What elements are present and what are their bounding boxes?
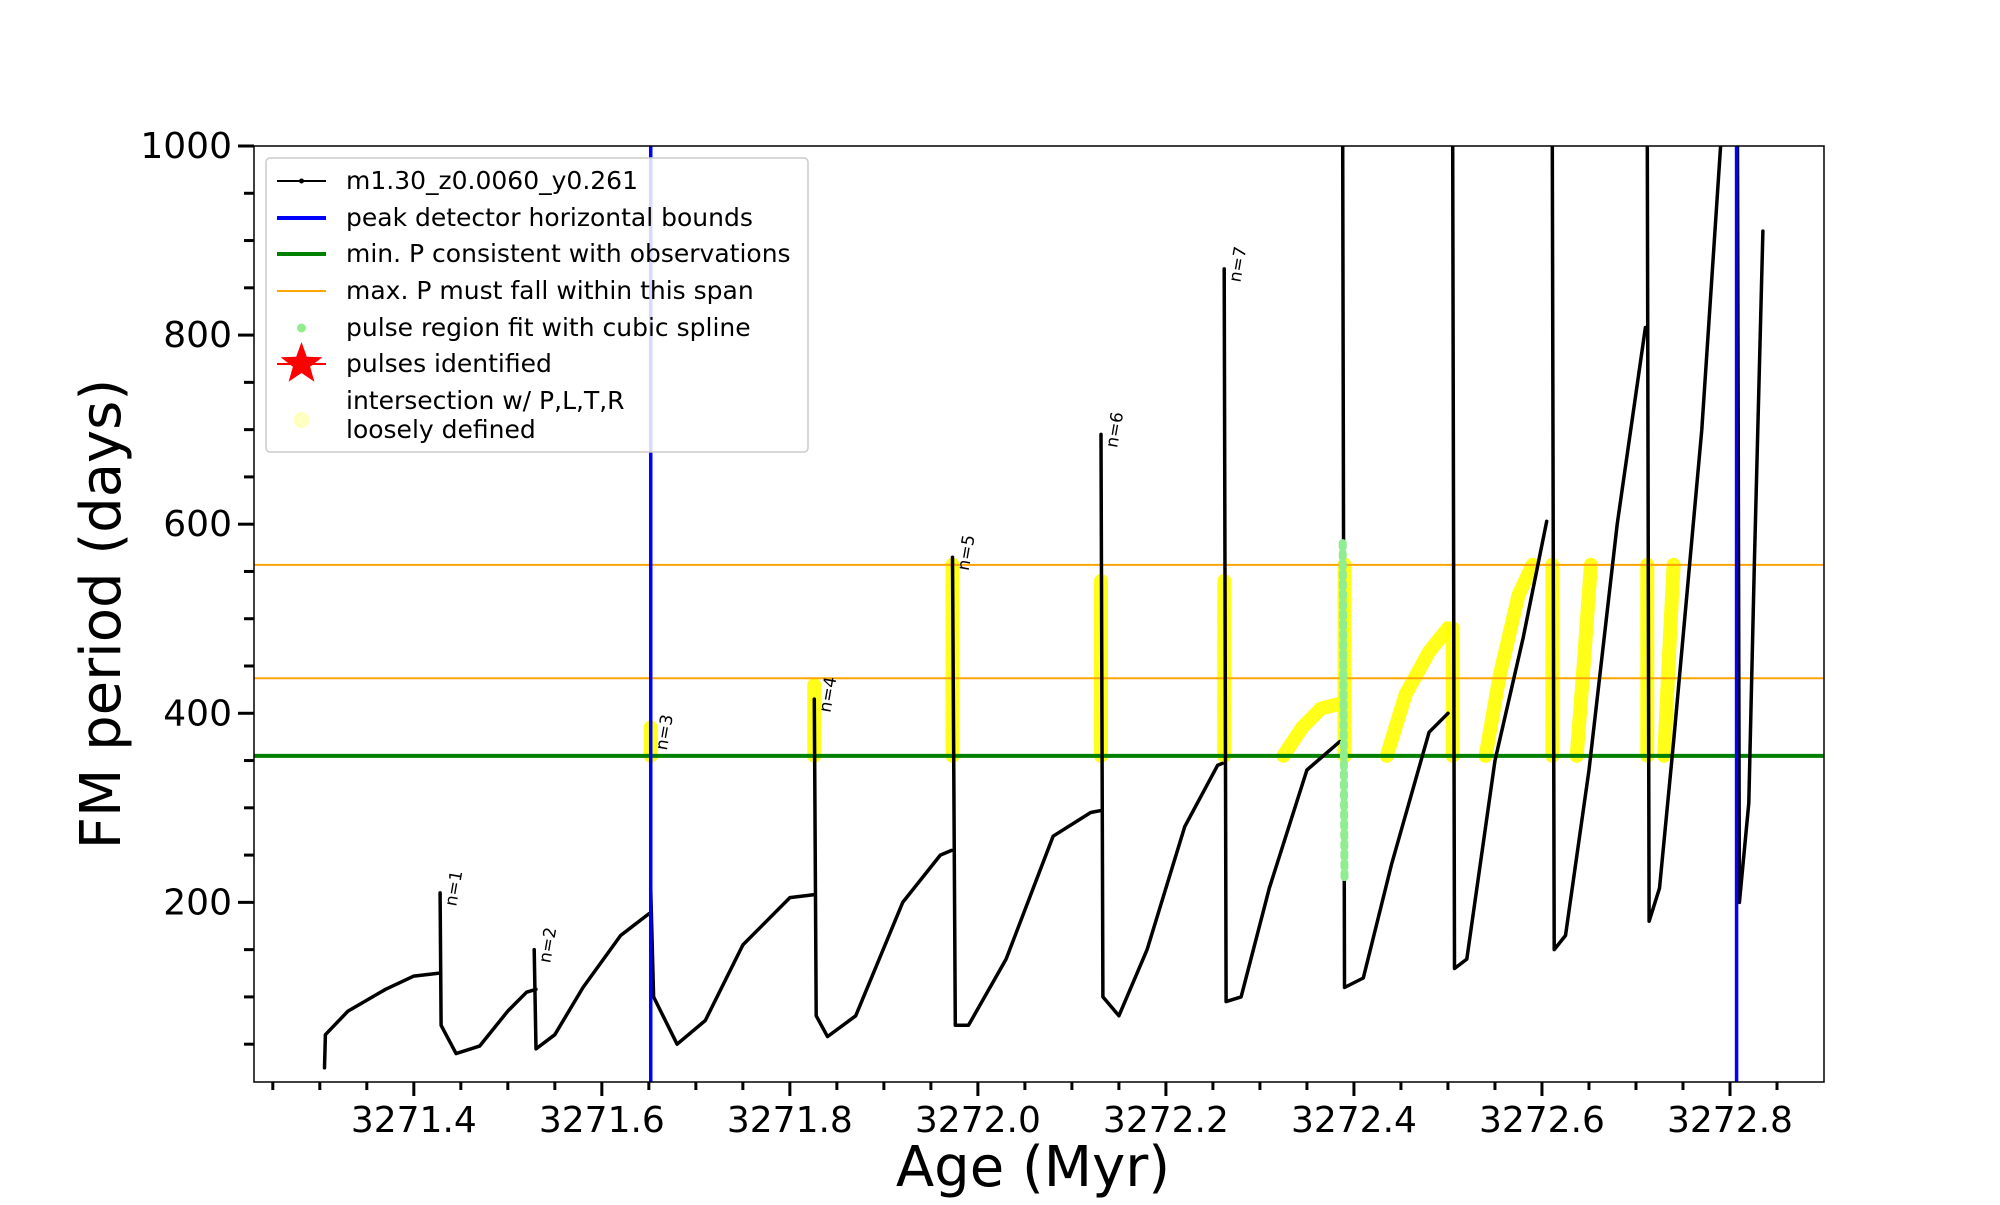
track-cycle-line [322, 971, 441, 1070]
track-cycle-line [1222, 267, 1342, 1004]
x-tick-label: 3272.0 [915, 1100, 1041, 1141]
y-axis-title: FM period (days) [69, 379, 134, 849]
y-tick-label: 1000 [140, 126, 232, 167]
x-tick-label: 3271.6 [539, 1100, 665, 1141]
pulse-label: n=7 [1225, 245, 1251, 284]
legend-label: max. P must fall within this span [346, 276, 754, 305]
legend-handle-dot [297, 323, 306, 333]
intersection-segment [1657, 557, 1681, 763]
y-tick-label: 800 [163, 315, 232, 356]
legend-label-line2: loosely defined [346, 415, 536, 444]
legend-handle-dot [299, 178, 304, 184]
legend-handle-star [280, 342, 323, 382]
plot-lines-layer [254, 146, 1824, 1082]
track-cycle-line [1550, 146, 1648, 952]
intersection-segment [1276, 696, 1347, 763]
pulse-label: n=1 [441, 869, 467, 908]
legend-label: min. P consistent with observations [346, 239, 791, 268]
legend-label: pulse region fit with cubic spline [346, 313, 751, 342]
x-tick-label: 3271.4 [351, 1100, 477, 1141]
y-tick-label: 400 [163, 693, 232, 734]
track-cycle-line [812, 697, 954, 1039]
y-tick-label: 600 [163, 504, 232, 545]
intersection-segment [1379, 621, 1455, 763]
pulse-label: n=5 [954, 533, 980, 572]
axis-ticks-layer: 3271.4 3271.6 3271.8 3272.0 3272.2 3272.4 3272… [140, 126, 1793, 1141]
x-tick-label: 3272.2 [1103, 1100, 1229, 1141]
x-tick-label: 3271.8 [727, 1100, 853, 1141]
track-cycle-line [1450, 146, 1549, 971]
track-cycle-line [1340, 146, 1450, 990]
x-tick-label: 3272.6 [1479, 1100, 1605, 1141]
track-cycle-line [1735, 146, 1765, 905]
intersection-segment [1478, 557, 1540, 763]
plot-frame-layer [253, 145, 1825, 1083]
track-cycle-line [532, 911, 651, 1051]
legend-label: pulses identified [346, 349, 552, 378]
legend-box [265, 157, 809, 453]
track-cycle-line [648, 886, 816, 1046]
legend-label: m1.30_z0.0060_y0.261 [346, 166, 638, 195]
x-tick-label: 3272.4 [1291, 1100, 1417, 1141]
spline-segment [1338, 539, 1349, 883]
x-axis-title: Age (Myr) [896, 1135, 1170, 1200]
track-cycle-line [1099, 432, 1225, 1018]
track-cycle-line [438, 891, 538, 1056]
pulse-label: n=6 [1102, 410, 1128, 449]
intersection-segment [1569, 557, 1598, 763]
legend-label: peak detector horizontal bounds [346, 203, 753, 232]
plot-frame [253, 145, 1825, 1083]
y-tick-label: 200 [163, 882, 232, 923]
track-cycle-line [950, 555, 1102, 1028]
x-tick-label: 3272.8 [1667, 1100, 1793, 1141]
pulse-label: n=3 [652, 713, 678, 752]
pulse-label: n=2 [535, 926, 561, 965]
legend-label: intersection w/ P,L,T,R [346, 386, 625, 415]
legend-handle-circle [293, 412, 310, 428]
track-cycle-line [1645, 146, 1723, 924]
